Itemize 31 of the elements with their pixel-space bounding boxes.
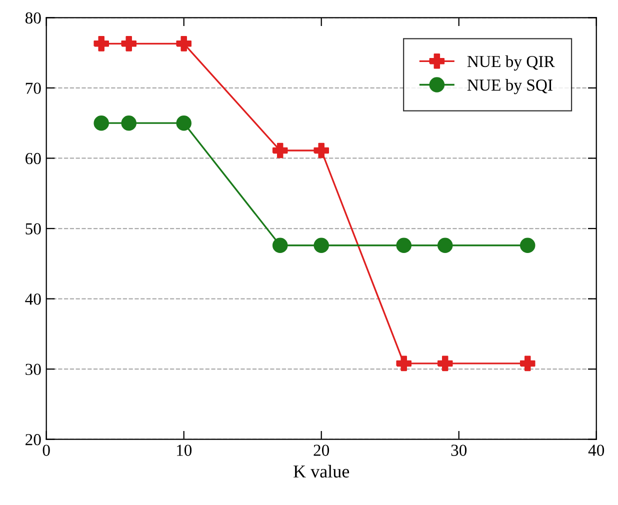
y-tick-label: 30: [26, 364, 41, 376]
point: [176, 115, 192, 131]
legend-label: NUE by QIR: [467, 55, 555, 71]
point: [396, 238, 412, 254]
y-tick-label: 80: [25, 12, 41, 24]
point: [437, 238, 453, 254]
x-axis-title: K value: [294, 464, 350, 478]
point: [314, 238, 329, 254]
point: [520, 238, 536, 254]
point: [272, 142, 288, 158]
point: [520, 356, 536, 372]
x-tick-label: 30: [451, 444, 467, 456]
point: [121, 36, 136, 52]
point: [396, 356, 412, 372]
y-tick-label: 60: [26, 152, 41, 164]
point: [314, 142, 329, 158]
y-tick-label: 40: [25, 293, 41, 305]
x-tick-label: 20: [314, 444, 330, 456]
point: [94, 36, 109, 52]
point: [121, 115, 136, 131]
point: [437, 356, 453, 372]
legend-label: NUE by SQI: [467, 79, 552, 94]
x-tick-label: 40: [588, 444, 604, 456]
x-tick-label: 10: [176, 444, 192, 456]
point: [176, 36, 192, 52]
y-tick-label: 20: [26, 434, 41, 446]
x-tick-label: 0: [42, 444, 50, 456]
point: [272, 238, 288, 254]
point: [94, 115, 109, 131]
y-tick-label: 50: [26, 223, 41, 234]
y-tick-label: 70: [26, 82, 41, 94]
